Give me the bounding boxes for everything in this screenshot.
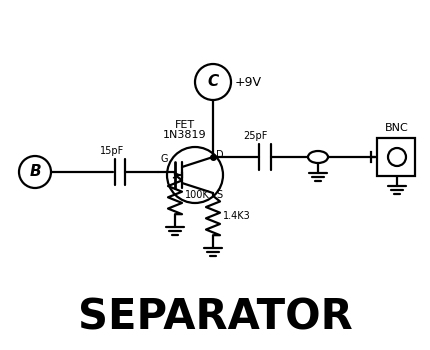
Text: 25pF: 25pF [243,131,267,141]
Text: BNC: BNC [385,123,409,133]
Text: B: B [29,164,41,180]
Text: SEPARATOR: SEPARATOR [78,297,352,339]
Bar [377,138,415,176]
Text: S: S [216,190,222,200]
Circle shape [19,156,51,188]
Text: FET: FET [175,120,195,130]
Text: G: G [160,154,168,164]
Text: +9V: +9V [235,76,262,89]
Text: C: C [207,75,218,90]
Text: 1N3819: 1N3819 [163,130,207,140]
Text: D: D [216,150,224,160]
Text: 1.4K3: 1.4K3 [223,211,251,221]
Text: 15pF: 15pF [100,146,124,156]
Circle shape [388,148,406,166]
Ellipse shape [308,151,328,163]
Circle shape [195,64,231,100]
Text: 100K: 100K [185,190,210,200]
Circle shape [167,147,223,203]
